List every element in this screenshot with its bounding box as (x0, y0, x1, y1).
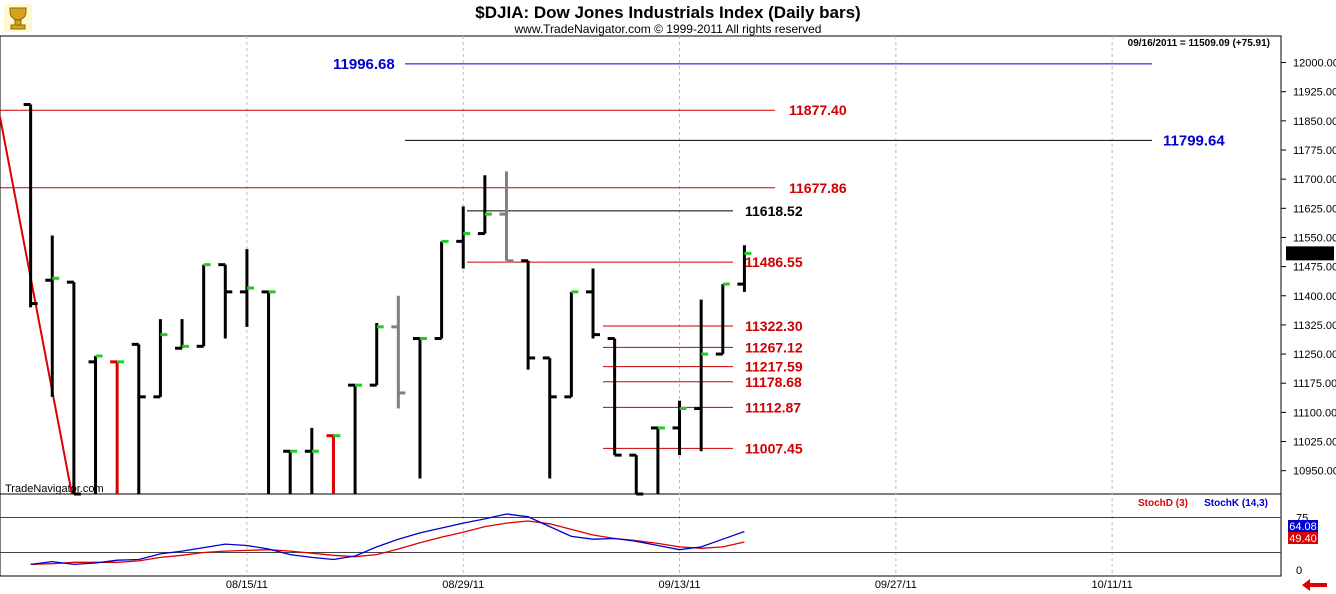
price-bars (23, 103, 752, 496)
ohlc-bar (412, 337, 427, 479)
ohlc-bar (326, 434, 341, 494)
ohlc-bar (391, 295, 406, 409)
y-tick-label: 11550.00 (1293, 232, 1336, 244)
ohlc-bar (88, 354, 103, 494)
ohlc-bar (499, 171, 514, 263)
y-tick-label: 11025.00 (1293, 437, 1336, 449)
x-tick-label: 10/11/11 (1092, 579, 1133, 591)
ohlc-bar (521, 259, 536, 370)
y-tick-label: 11925.00 (1293, 87, 1336, 99)
y-tick-label: 12000.00 (1293, 58, 1336, 70)
level-label: 11877.40 (789, 102, 847, 118)
ohlc-bar (629, 453, 644, 496)
legend-stochk: StochK (14,3) (1204, 498, 1268, 509)
ohlc-bar (715, 282, 730, 356)
ohlc-bar (153, 319, 168, 399)
x-tick-label: 08/15/11 (226, 579, 268, 591)
ohlc-bar (131, 342, 146, 494)
level-label: 11217.59 (745, 359, 803, 375)
y-tick-label: 11325.00 (1293, 320, 1336, 332)
trophy-icon (9, 7, 27, 30)
ohlc-bar (434, 239, 449, 341)
y-tick-label: 11475.00 (1293, 262, 1336, 274)
price-axis: 12000.00 11925.00 11850.00 11775.00 11700.00… (1280, 36, 1336, 576)
ohlc-bar (650, 426, 665, 494)
scroll-left-button[interactable] (1300, 578, 1330, 592)
ohlc-bar (542, 356, 557, 479)
copyright-text: www.TradeNavigator.com © 1999-2011 All r… (514, 22, 822, 36)
ohlc-bar (283, 449, 298, 494)
y-tick-label: 11775.00 (1293, 145, 1336, 157)
ohlc-bar (477, 175, 492, 236)
price-panel[interactable] (0, 35, 1282, 495)
level-label: 11112.87 (745, 399, 801, 415)
level-label: 11618.52 (745, 203, 803, 219)
ohlc-bar (737, 245, 752, 292)
y-tick-label: 11625.00 (1293, 203, 1336, 215)
last-price-box (1286, 246, 1334, 261)
level-label: 11677.86 (789, 180, 847, 196)
ohlc-bar (672, 400, 687, 456)
ohlc-bar (694, 299, 709, 452)
x-tick-label: 09/27/11 (875, 579, 917, 591)
ohlc-bar (586, 268, 601, 339)
grid (246, 36, 1113, 576)
ohlc-bar (175, 319, 190, 350)
stoch-panel[interactable] (0, 493, 1282, 577)
stoch-line (30, 513, 745, 566)
x-tick-label: 09/13/11 (659, 579, 701, 591)
logo-trophy-icon[interactable] (4, 4, 32, 32)
ohlc-bar (239, 249, 254, 327)
x-tick-label: 08/29/11 (442, 579, 484, 591)
ohlc-bar (607, 337, 622, 457)
ohlc-bar (23, 103, 38, 308)
level-label: 11178.68 (745, 374, 802, 390)
ohlc-bar (564, 290, 579, 399)
chart-title: $DJIA: Dow Jones Industrials Index (Dail… (475, 3, 860, 22)
ohlc-bar (218, 263, 233, 339)
level-lines: 11996.68 11877.40 11799.64 11677.86 11618.52… (0, 56, 1225, 495)
ohlc-bar (110, 360, 125, 494)
left-arrow-icon (1302, 579, 1327, 591)
ohlc-bar (456, 206, 471, 269)
level-label: 11322.30 (745, 318, 803, 334)
ohlc-bar (66, 280, 81, 496)
watermark-text: TradeNavigator.com (5, 483, 104, 495)
last-price-label: 11509.09 (1287, 248, 1332, 260)
y-tick-label: 11700.00 (1293, 174, 1336, 186)
trendline (0, 116, 73, 495)
date-axis: 08/15/11 08/29/11 09/13/11 09/27/11 10/11/11 (226, 579, 1133, 591)
level-label: 11799.64 (1163, 132, 1225, 149)
y-tick-label: 11400.00 (1293, 291, 1336, 303)
y-tick-label: 11100.00 (1293, 407, 1336, 419)
stochd-value-box (1288, 532, 1318, 544)
stoch-tick-label: 0 (1296, 565, 1302, 577)
ohlc-bar (196, 263, 211, 348)
level-label: 11996.68 (333, 56, 395, 73)
ohlc-bar (261, 290, 276, 494)
level-label: 11486.55 (745, 254, 803, 270)
stochd-last-value: 49.40 (1289, 533, 1317, 545)
stochk-value-box (1288, 520, 1318, 532)
level-label: 11267.12 (745, 339, 803, 355)
y-tick-label: 10950.00 (1293, 466, 1336, 478)
y-tick-label: 11250.00 (1293, 349, 1336, 361)
ohlc-bar (45, 235, 60, 397)
level-label: 11007.45 (745, 440, 803, 456)
ohlc-bar (369, 322, 384, 387)
legend-stochd: StochD (3) (1138, 498, 1188, 509)
ohlc-bar (348, 383, 363, 494)
stochk-last-value: 64.08 (1289, 521, 1317, 533)
ohlc-bar (304, 427, 319, 494)
last-quote: 09/16/2011 = 11509.09 (+75.91) (1128, 38, 1270, 49)
y-tick-label: 11850.00 (1293, 116, 1336, 128)
y-tick-label: 11175.00 (1293, 378, 1336, 390)
